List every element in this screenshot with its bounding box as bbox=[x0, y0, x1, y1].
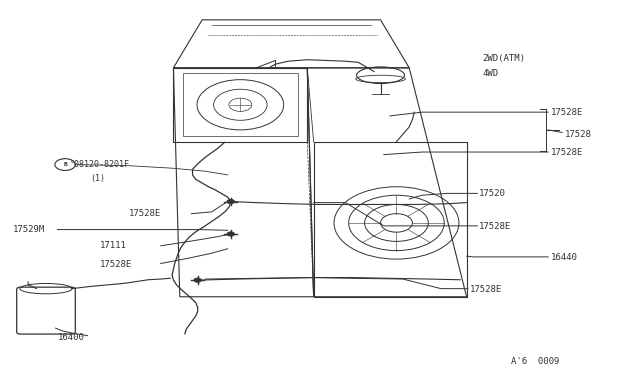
Text: 17528E: 17528E bbox=[550, 148, 583, 157]
Text: 17528E: 17528E bbox=[100, 260, 132, 269]
Text: 2WD(ATM): 2WD(ATM) bbox=[483, 54, 525, 63]
Text: B: B bbox=[63, 162, 67, 167]
Text: 17111: 17111 bbox=[100, 241, 127, 250]
Text: °08120-8201F: °08120-8201F bbox=[70, 160, 130, 169]
Text: 16440: 16440 bbox=[550, 253, 577, 263]
Text: 17520: 17520 bbox=[479, 189, 506, 198]
Text: 17528E: 17528E bbox=[479, 222, 511, 231]
Text: (1): (1) bbox=[91, 174, 106, 183]
Circle shape bbox=[227, 232, 235, 236]
Text: 17528E: 17528E bbox=[129, 209, 161, 218]
Text: 4WD: 4WD bbox=[483, 69, 499, 78]
Text: A'6  0009: A'6 0009 bbox=[511, 357, 559, 366]
Text: 17528E: 17528E bbox=[550, 108, 583, 117]
Text: 17528: 17528 bbox=[565, 130, 592, 139]
Text: 17529M: 17529M bbox=[13, 225, 45, 234]
Circle shape bbox=[227, 199, 235, 204]
Circle shape bbox=[194, 278, 202, 282]
Text: 17528E: 17528E bbox=[470, 285, 502, 294]
Text: 16400: 16400 bbox=[58, 333, 84, 342]
